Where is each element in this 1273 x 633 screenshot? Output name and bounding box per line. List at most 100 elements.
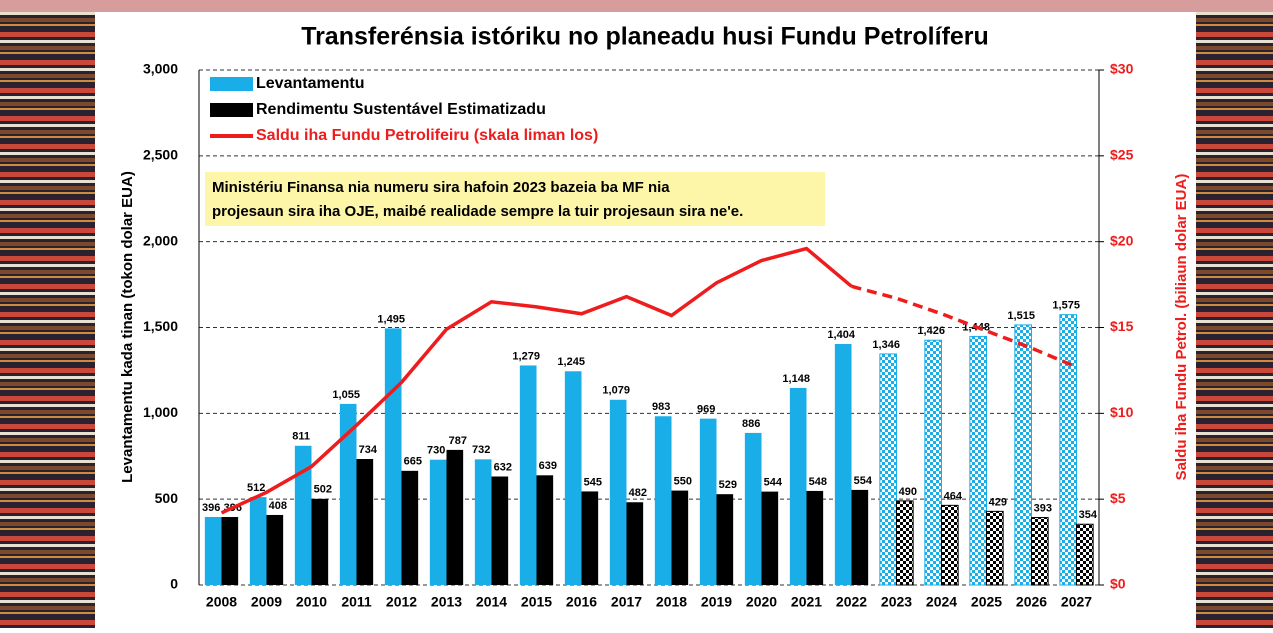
bar [384, 328, 402, 585]
x-tick-label: 2026 [1016, 594, 1047, 610]
data-label: 482 [629, 487, 647, 499]
x-tick-label: 2022 [836, 594, 867, 610]
data-label: 502 [314, 484, 332, 496]
x-tick-label: 2021 [791, 594, 822, 610]
bar [671, 490, 689, 585]
data-label: 1,426 [917, 325, 945, 337]
bar [581, 491, 599, 585]
y2-tick-label: $15 [1110, 318, 1134, 334]
y2-tick-label: $10 [1110, 404, 1134, 420]
data-label: 490 [899, 486, 917, 498]
data-label: 393 [1034, 502, 1052, 514]
x-tick-label: 2009 [251, 594, 282, 610]
y2-tick-label: $5 [1110, 490, 1126, 506]
y-tick-label: 2,000 [143, 232, 178, 248]
bar [941, 504, 959, 586]
data-label: 983 [652, 401, 670, 413]
bar [789, 387, 807, 585]
bar [851, 489, 869, 585]
legend-swatch [210, 77, 253, 91]
bar [1059, 314, 1077, 586]
data-label: 1,055 [332, 389, 360, 401]
x-tick-label: 2017 [611, 594, 642, 610]
bar [654, 416, 672, 585]
y-tick-label: 0 [170, 576, 178, 592]
x-tick-label: 2019 [701, 594, 732, 610]
bar [474, 459, 492, 585]
legend-label: Saldu iha Fundu Petrolifeiru (skala lima… [256, 127, 598, 144]
data-label: 544 [764, 477, 783, 489]
y2-axis-label: Saldu iha Fundu Petrol. (biliaun dolar E… [1173, 174, 1190, 481]
data-label: 464 [944, 490, 963, 502]
data-label: 512 [247, 482, 265, 494]
data-label: 396 [202, 502, 220, 514]
chart-title: Transferénsia istóriku no planeadu husi … [301, 23, 989, 51]
bar [339, 403, 357, 585]
x-tick-label: 2008 [206, 594, 237, 610]
x-tick-label: 2025 [971, 594, 1002, 610]
bar [446, 449, 464, 585]
bar [986, 510, 1004, 586]
y-tick-label: 3,000 [143, 61, 178, 77]
bar [699, 418, 717, 585]
bar [1031, 517, 1049, 586]
data-label: 354 [1079, 509, 1098, 521]
bar [429, 459, 447, 585]
bar [564, 371, 582, 585]
bar [716, 494, 734, 585]
line [220, 246, 853, 515]
y-tick-label: 2,500 [143, 147, 178, 163]
data-label: 429 [989, 496, 1007, 508]
data-label: 632 [494, 461, 512, 473]
x-tick-label: 2027 [1061, 594, 1092, 610]
bar [221, 517, 239, 585]
data-label: 554 [854, 475, 873, 487]
bar [519, 365, 537, 585]
bar [1014, 324, 1032, 586]
y2-tick-label: $30 [1110, 61, 1134, 77]
data-label: 734 [359, 444, 378, 456]
y-tick-label: 1,000 [143, 404, 178, 420]
data-label: 730 [427, 445, 445, 457]
data-label: 732 [472, 444, 490, 456]
bar [834, 343, 852, 585]
data-label: 886 [742, 418, 760, 430]
data-label: 665 [404, 456, 422, 468]
y-tick-label: 500 [155, 490, 179, 506]
data-label: 1,279 [512, 350, 540, 362]
bar [806, 490, 824, 585]
legend-label: Rendimentu Sustentável Estimatizadu [256, 101, 546, 118]
bar [969, 335, 987, 586]
data-label: 545 [584, 476, 602, 488]
bar [249, 497, 267, 585]
data-label: 548 [809, 476, 827, 488]
top-band [0, 0, 1273, 12]
x-tick-label: 2020 [746, 594, 777, 610]
line [851, 284, 1078, 369]
x-tick-label: 2012 [386, 594, 417, 610]
y2-tick-label: $20 [1110, 232, 1134, 248]
data-label: 529 [719, 479, 737, 491]
y2-tick-label: $25 [1110, 147, 1134, 163]
y2-tick-label: $0 [1110, 576, 1126, 592]
y-tick-label: 1,500 [143, 318, 178, 334]
x-tick-label: 2023 [881, 594, 912, 610]
bar [491, 476, 509, 585]
x-tick-label: 2014 [476, 594, 507, 610]
data-label: 1,346 [872, 339, 900, 351]
x-tick-label: 2018 [656, 594, 687, 610]
bar [924, 339, 942, 586]
annotation-box [205, 172, 825, 226]
bar [204, 517, 222, 585]
data-label: 1,245 [557, 356, 585, 368]
x-tick-label: 2011 [341, 594, 372, 610]
data-label: 408 [269, 500, 287, 512]
x-tick-label: 2015 [521, 594, 552, 610]
data-label: 811 [292, 431, 310, 443]
legend-label: Levantamentu [256, 75, 364, 92]
y-axis-label: Levantamentu kada tinan (tokon dolar EUA… [119, 171, 136, 483]
data-label: 1,148 [782, 373, 810, 385]
bar [294, 445, 312, 585]
data-label: 1,515 [1007, 310, 1035, 322]
